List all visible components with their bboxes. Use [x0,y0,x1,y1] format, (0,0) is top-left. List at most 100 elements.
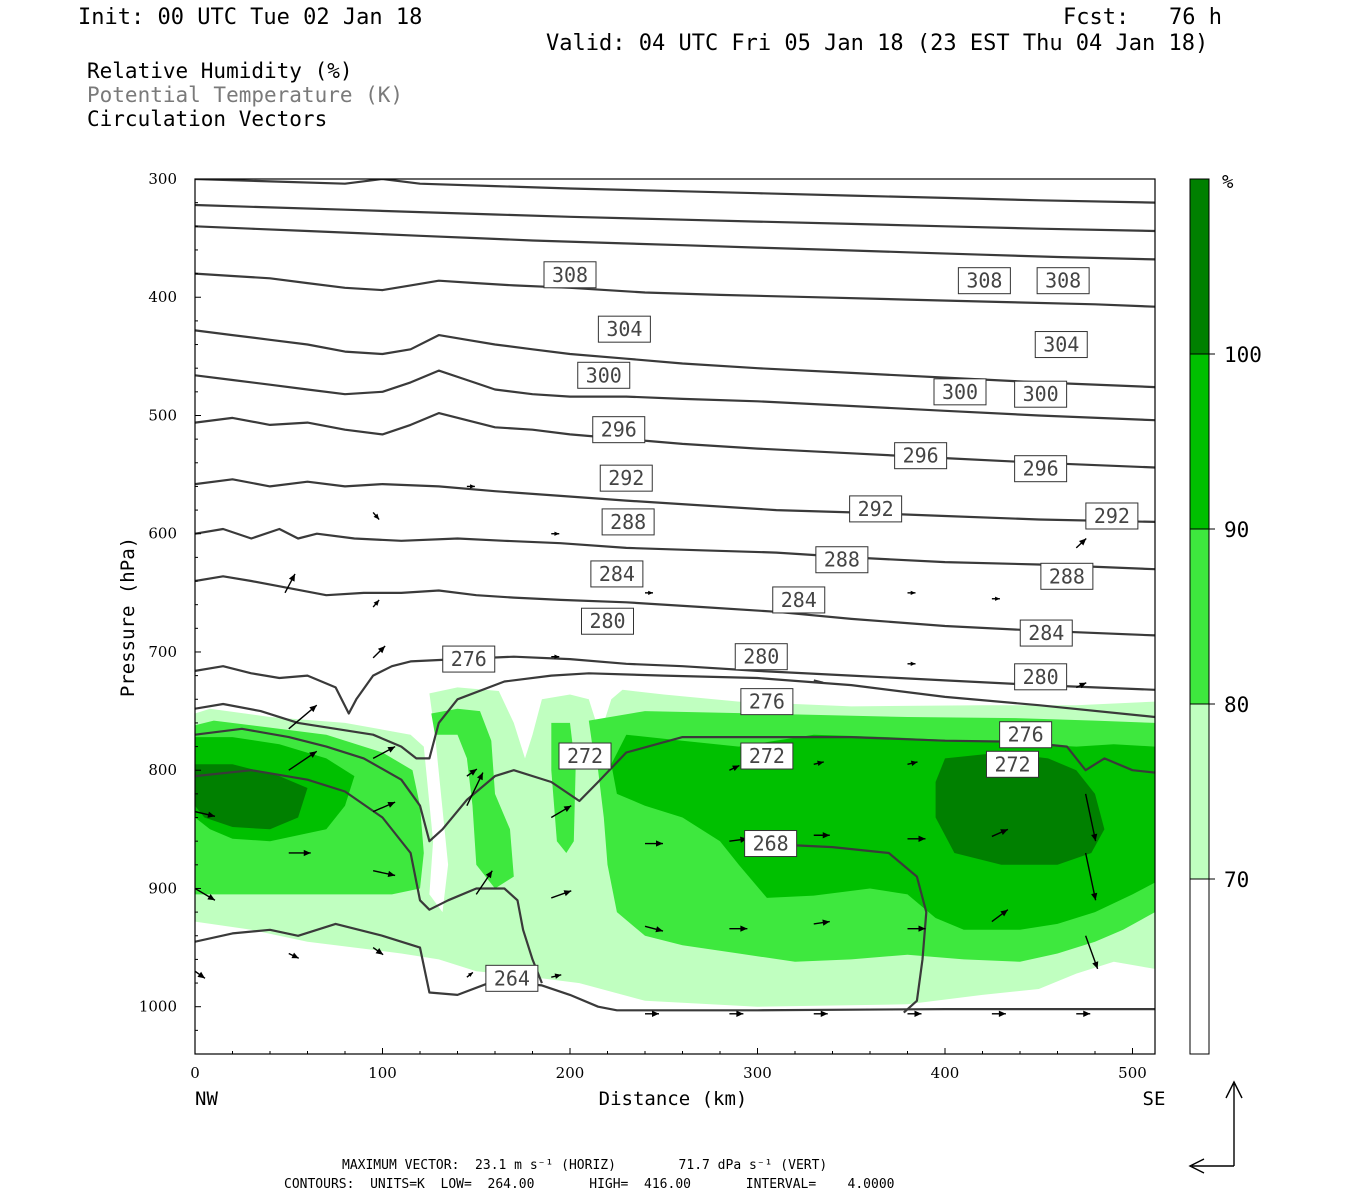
rh-region-100-7 [195,764,308,830]
contour-label: 280 [581,607,634,635]
contour-info-note: CONTOURS: UNITS=K LOW= 264.00 HIGH= 416.… [284,1177,895,1192]
circulation-vector [195,887,216,901]
circulation-vector [907,661,916,666]
colorbar-band [1190,354,1209,529]
colorbar-level-label: 80 [1224,693,1249,717]
contour-label: 300 [933,378,987,406]
x-tick-label: 200 [556,1064,585,1082]
circulation-vector [907,925,926,932]
contour-label: 296 [1014,455,1068,483]
contour-label: 308 [1036,267,1090,295]
circulation-vector [1075,537,1087,549]
contour-label: 280 [1014,663,1068,691]
vector-scale-arrows [1188,1080,1243,1174]
svg-text:288: 288 [824,548,860,572]
circulation-vector [372,511,380,520]
svg-text:288: 288 [1049,564,1085,588]
circulation-vector [466,971,474,978]
y-tick-label: 800 [148,761,177,779]
circulation-vector [907,835,926,842]
contour-label: 284 [590,560,644,588]
contour-label: 276 [740,688,794,716]
contour-label: 288 [601,508,655,536]
rh-region-100-8 [935,752,1105,865]
y-tick-label: 900 [148,879,177,897]
x-right-end-label: SE [1143,1088,1166,1110]
svg-text:288: 288 [610,510,646,534]
svg-text:296: 296 [903,444,939,468]
theta-contours [195,179,1155,1014]
theta-contour-304-12 [195,329,1155,389]
contour-label: 272 [986,750,1039,778]
x-tick-label: 400 [931,1064,960,1082]
circulation-vector [372,745,396,760]
circulation-vector [729,1010,744,1017]
legend-potential-temperature: Potential Temperature (K) [87,83,404,107]
maximum-vector-note: MAXIMUM VECTOR: 23.1 m s⁻¹ (HORIZ) 71.7 … [342,1158,828,1173]
contour-label: 292 [1085,502,1139,530]
contour-label: 276 [999,721,1053,749]
contour-label: 300 [577,361,631,389]
circulation-vector [813,919,830,926]
contour-labels: 308 308 308 304 304 300 300 300 296 296 296 292 292 2… [442,261,1139,992]
y-tick-label: 700 [148,643,177,661]
theta-contour-268-2 [757,842,928,1014]
contour-label: 276 [442,645,496,673]
theta-contour-320-16 [195,203,1155,233]
circulation-vector [729,764,740,772]
circulation-vector [466,484,475,489]
circulation-vector [1075,682,1087,689]
svg-text:292: 292 [608,466,644,490]
svg-text:280: 280 [1023,665,1059,689]
theta-contour-280-6 [195,655,1155,715]
circulation-vector [550,805,572,819]
contour-label: 280 [734,643,788,671]
plot-frame [194,178,1156,1055]
circulation-vector [551,890,572,899]
svg-text:296: 296 [601,418,637,442]
colorbar-band [1190,879,1209,1054]
theta-contour-312-14 [195,225,1155,261]
colorbar-band [1190,704,1209,879]
x-tick-label: 500 [1118,1064,1147,1082]
svg-text:280: 280 [743,645,779,669]
svg-text:296: 296 [1023,457,1059,481]
circulation-vector [475,870,493,895]
circulation-vector [991,596,1000,601]
theta-contour-268-1 [195,769,543,984]
svg-text:284: 284 [1028,621,1064,645]
svg-text:292: 292 [1094,504,1130,528]
circulation-vector [288,750,318,771]
contour-label: 304 [1034,331,1088,359]
y-tick-label: 500 [148,406,177,424]
svg-text:268: 268 [753,832,789,856]
circulation-vector [288,849,311,857]
circulation-vector [551,973,562,979]
contour-label: 272 [558,742,612,770]
svg-text:280: 280 [589,609,625,633]
theta-contour-316-15 [195,179,1155,204]
circulation-vector [466,768,478,777]
colorbar-unit: % [1222,171,1234,193]
svg-text:276: 276 [1008,723,1044,747]
colorbar-band [1190,179,1209,354]
circulation-vector [645,590,653,596]
theta-contour-276-4 [195,672,1155,760]
svg-text:308: 308 [1045,269,1081,293]
svg-text:264: 264 [494,966,530,990]
svg-text:308: 308 [966,269,1002,293]
circulation-vector [372,801,396,813]
circulation-vector [644,925,664,933]
svg-text:272: 272 [994,752,1030,776]
svg-text:300: 300 [1023,382,1059,406]
circulation-vector [813,1010,828,1017]
svg-text:272: 272 [567,744,603,768]
svg-text:276: 276 [451,647,487,671]
circulation-vector [372,947,384,956]
circulation-vector [991,909,1009,923]
circulation-vector [907,1010,922,1017]
theta-contour-296-10 [195,412,1155,469]
contour-label: 304 [597,315,651,343]
contour-label: 296 [894,442,948,470]
